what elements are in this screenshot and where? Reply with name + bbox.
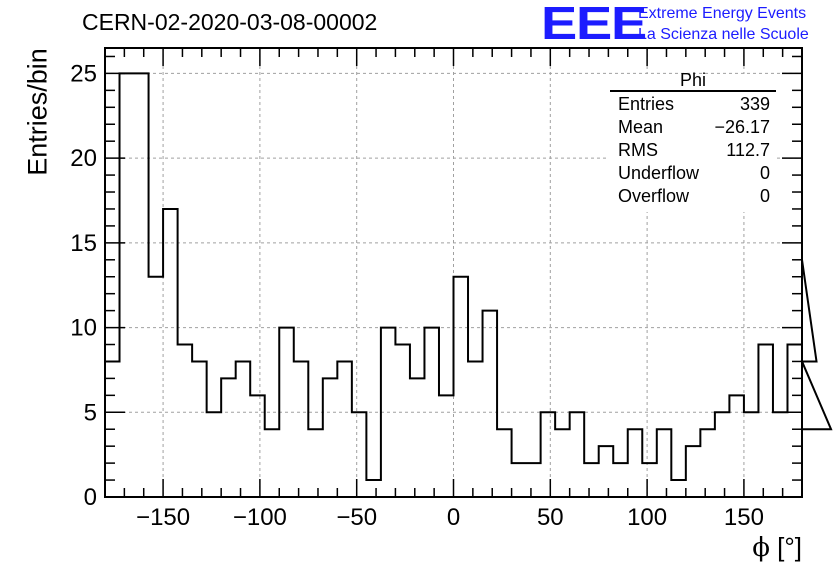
stats-label-entries: Entries [618,94,674,114]
x-tick-label: 50 [537,504,564,531]
stats-value-entries: 339 [740,94,770,114]
stats-box: Phi Entries 339 Mean −26.17 RMS 112.7 Un… [609,70,777,212]
x-axis-label: ϕ [°] [752,532,802,563]
eee-logo: EEE [541,0,647,49]
x-tick-label: −50 [336,504,377,531]
stats-label-rms: RMS [618,140,658,160]
y-tick-label: 10 [70,315,97,342]
y-tick-label: 5 [84,399,97,426]
x-tick-label: −100 [233,504,287,531]
stats-label-overflow: Overflow [618,186,690,206]
logo-caption-line1: Extreme Energy Events [638,5,807,22]
run-title: CERN-02-2020-03-08-00002 [82,9,378,35]
stats-label-mean: Mean [618,117,663,137]
y-tick-label: 20 [70,145,97,172]
y-tick-label: 25 [70,60,97,87]
x-tick-label: −150 [136,504,190,531]
stats-value-rms: 112.7 [726,140,770,160]
stats-title: Phi [680,70,706,90]
tick-labels: −150 −100 −50 0 50 100 150 0 5 10 15 20 25 [70,60,764,531]
x-axis-symbol: ϕ [752,533,770,563]
logo-caption: Extreme Energy Events La Scienza nelle S… [638,3,809,45]
x-tick-label: 150 [724,504,764,531]
plot-frame [104,47,803,498]
stats-value-mean: −26.17 [714,117,770,137]
x-axis-unit: [°] [769,532,802,562]
stats-value-underflow: 0 [760,163,770,183]
y-tick-label: 15 [70,230,97,257]
y-axis-label: Entries/bin [22,48,53,176]
x-tick-label: 0 [447,504,460,531]
stats-label-underflow: Underflow [618,163,700,183]
y-tick-label: 0 [84,484,97,511]
x-tick-label: 100 [627,504,667,531]
stats-box-background [609,74,777,212]
stats-value-overflow: 0 [760,186,770,206]
logo-caption-line2: La Scienza nelle Scuole [638,26,809,43]
histogram-outline [105,72,833,482]
